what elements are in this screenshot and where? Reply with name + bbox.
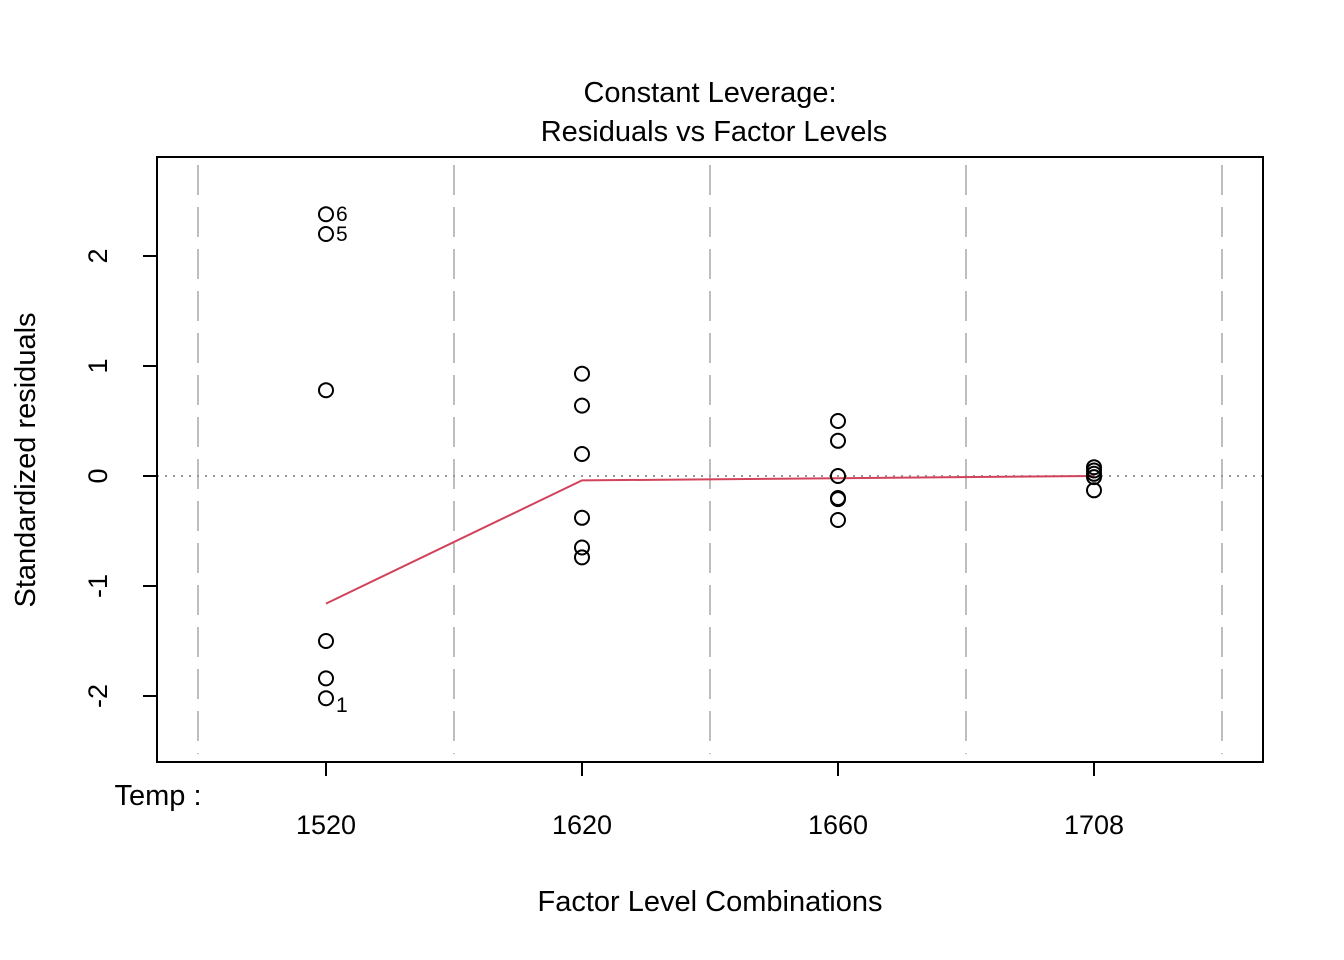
residual-point: [830, 468, 846, 484]
chart-subtitle: Residuals vs Factor Levels: [541, 116, 888, 148]
y-tick-label: -2: [83, 684, 113, 708]
x-tick-label: 1660: [808, 810, 868, 840]
residual-point: [318, 670, 334, 687]
factor-separators: [197, 165, 1223, 754]
chart-title: Constant Leverage:: [583, 77, 836, 109]
y-tick-label: -1: [83, 574, 113, 598]
plot-frame: [156, 156, 1264, 763]
residual-point: [574, 539, 590, 556]
y-tick-label: 1: [83, 358, 113, 373]
x-tick-label: 1708: [1064, 810, 1124, 840]
residual-point: [318, 690, 334, 707]
residual-point: [574, 509, 590, 526]
residual-point: [574, 446, 590, 462]
residual-points: 65 1: [318, 203, 1102, 717]
residual-point: [574, 397, 590, 414]
residual-point: [318, 633, 334, 649]
residual-point: [318, 226, 334, 242]
residual-point: [318, 206, 334, 223]
residual-point: [830, 491, 846, 508]
residual-point: [830, 413, 846, 429]
x-axis: 1520 1620 1660 1708: [296, 762, 1124, 840]
y-axis: -2 -1 0 1 2: [83, 248, 157, 708]
point-label: 1: [336, 694, 348, 717]
y-tick-label: 2: [83, 248, 113, 263]
residual-point: [318, 382, 334, 399]
factor-prefix-label: Temp :: [114, 780, 201, 812]
x-tick-label: 1620: [552, 810, 612, 840]
x-tick-label: 1520: [296, 810, 356, 840]
residual-point: [830, 512, 846, 528]
point-label: 6: [336, 203, 348, 226]
y-tick-label: 0: [83, 468, 113, 483]
residual-point: [830, 432, 846, 449]
point-label: 5: [336, 223, 348, 246]
residual-point: [574, 549, 590, 566]
y-axis-label: Standardized residuals: [10, 312, 42, 607]
residual-point: [1086, 482, 1102, 499]
x-axis-label: Factor Level Combinations: [538, 886, 883, 918]
residual-point: [574, 365, 590, 382]
smooth-line: [325, 475, 1095, 605]
